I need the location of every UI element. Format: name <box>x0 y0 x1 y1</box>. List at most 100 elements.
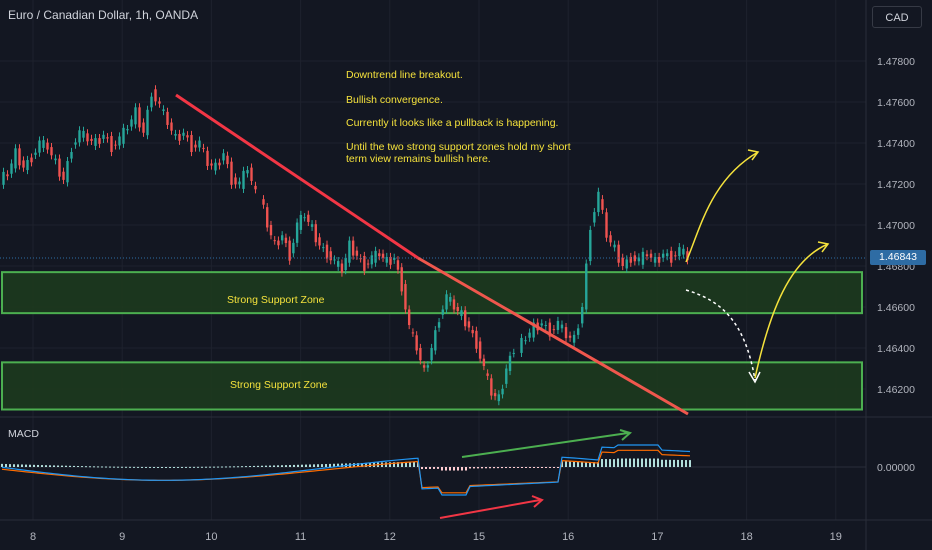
macd-histogram-bar <box>677 459 679 467</box>
annotation-pullback: Currently it looks like a pullback is ha… <box>346 117 559 129</box>
macd-histogram-bar <box>509 467 511 468</box>
candle-body <box>325 244 329 259</box>
zone-label-upper: Strong Support Zone <box>227 294 325 306</box>
candle-body <box>589 229 592 262</box>
candle-body <box>10 163 13 174</box>
candle-body <box>310 224 314 227</box>
downtrend-line-breakout <box>417 256 689 416</box>
bullish-arrow-upper-head <box>747 149 760 161</box>
candle-body <box>593 212 596 223</box>
macd-histogram-bar <box>309 464 311 467</box>
candle-body <box>411 332 415 334</box>
macd-histogram-bar <box>657 458 659 467</box>
candle-body <box>198 140 201 148</box>
macd-histogram-bar <box>665 459 667 467</box>
candle-body <box>206 150 209 166</box>
macd-histogram-bar <box>101 466 103 468</box>
candle-body <box>609 235 612 243</box>
candle-body <box>497 394 501 402</box>
currency-button[interactable]: CAD <box>872 6 922 28</box>
candle-body <box>150 96 153 108</box>
macd-histogram-bar <box>149 466 151 468</box>
macd-histogram-bar <box>493 467 495 469</box>
candle-body <box>581 307 584 324</box>
candle-body <box>329 251 332 261</box>
annotation-outlook-line2: term view remains bullish here. <box>346 153 491 165</box>
macd-histogram-bar <box>453 467 455 471</box>
macd-histogram-bar <box>81 466 83 468</box>
candle-body <box>295 222 299 243</box>
candle-body <box>430 348 433 361</box>
macd-histogram-bar <box>529 467 531 468</box>
candle-body <box>564 327 568 339</box>
candle-body <box>222 153 225 161</box>
macd-histogram-bar <box>457 467 459 471</box>
candle-body <box>385 256 388 263</box>
candle-body <box>202 147 205 149</box>
candle-body <box>158 101 161 104</box>
macd-histogram-bar <box>673 459 675 467</box>
candle-body <box>194 144 197 148</box>
macd-histogram-bar <box>425 467 427 470</box>
macd-histogram-bar <box>557 467 559 468</box>
macd-histogram-bar <box>581 461 583 467</box>
candle-body <box>568 335 572 338</box>
macd-histogram-bar <box>577 461 579 467</box>
candle-body <box>30 157 33 163</box>
support-zones <box>1 271 863 411</box>
macd-histogram-bar <box>533 467 535 468</box>
candle-body <box>378 253 381 257</box>
candle-body <box>142 122 145 133</box>
macd-histogram-bar <box>93 466 95 468</box>
candle-body <box>250 167 253 181</box>
macd-histogram-bar <box>365 462 367 467</box>
macd-histogram-bar <box>321 464 323 467</box>
macd-histogram-bar <box>485 467 487 469</box>
macd-histogram-bar <box>197 466 199 468</box>
candle-body <box>18 148 21 166</box>
macd-histogram-bar <box>497 467 499 469</box>
macd-histogram-bar <box>685 460 687 467</box>
macd-histogram-bar <box>681 459 683 467</box>
date-axis[interactable]: 8 9 10 11 12 15 16 17 18 19 <box>30 531 842 543</box>
candle-body <box>434 330 437 351</box>
candle-body <box>242 170 245 189</box>
macd-histogram-bar <box>653 458 655 467</box>
macd-histogram-bar <box>89 466 91 468</box>
macd-histogram-bar <box>569 461 571 467</box>
candle-body <box>82 130 85 138</box>
macd-histogram-bar <box>389 462 391 467</box>
candle-body <box>355 250 359 256</box>
date-tick-label: 11 <box>295 531 306 543</box>
macd-histogram-bar <box>65 465 67 467</box>
pullback-arrow <box>685 289 756 381</box>
bullish-arrow-upper <box>685 151 759 263</box>
macd-histogram-bar <box>233 466 235 468</box>
macd-histogram-bar <box>477 467 479 469</box>
candle-body <box>464 310 467 327</box>
macd-histogram-bar <box>545 467 547 468</box>
candle-body <box>467 321 471 328</box>
macd-histogram-bar <box>217 466 219 468</box>
candle-body <box>86 133 89 142</box>
macd-histogram-bar <box>333 463 335 467</box>
candle-body <box>190 135 193 153</box>
macd-histogram-bar <box>329 463 331 467</box>
candle-body <box>340 263 344 273</box>
candle-body <box>520 337 523 353</box>
candle-body <box>508 355 512 371</box>
candle-body <box>162 109 165 112</box>
macd-divergence-line-up <box>461 432 629 458</box>
candle-body <box>661 253 665 258</box>
macd-histogram-bar <box>405 461 407 467</box>
macd-histogram-bar <box>77 466 79 468</box>
price-axis[interactable]: 1.478001.476001.474001.472001.470001.468… <box>877 56 915 396</box>
candle-body <box>682 248 685 255</box>
macd-histogram-bar <box>165 466 167 468</box>
candle-body <box>138 107 141 128</box>
macd-histogram-bar <box>625 458 627 467</box>
candle-body <box>118 136 121 146</box>
macd-histogram-bar <box>433 467 435 469</box>
candle-body <box>633 255 637 262</box>
